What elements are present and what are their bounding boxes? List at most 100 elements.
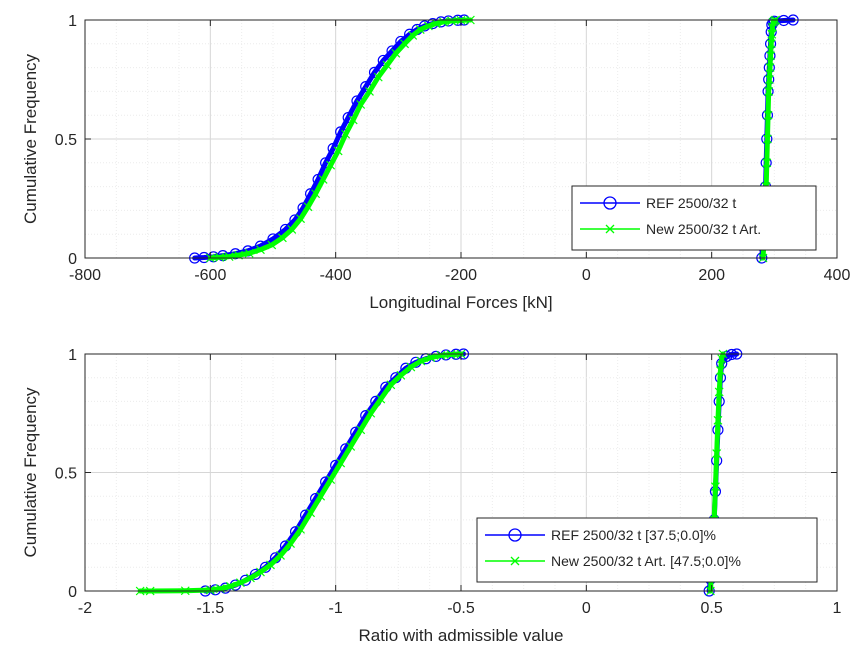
data-point [346, 442, 356, 451]
data-point [762, 158, 772, 168]
x-axis-label: Longitudinal Forces [kN] [369, 293, 552, 312]
data-point [765, 63, 775, 73]
data-point [246, 573, 255, 583]
y-axis-label: Cumulative Frequency [21, 53, 40, 224]
data-point [764, 75, 774, 84]
x-axis-label: Ratio with admissible value [358, 626, 563, 645]
data-point [713, 415, 723, 425]
data-point [767, 29, 777, 39]
data-point [382, 60, 392, 70]
data-point [215, 252, 225, 262]
data-point [356, 425, 366, 435]
legend-box [476, 517, 818, 583]
data-point [766, 39, 776, 49]
data-point [348, 115, 358, 125]
data-point [406, 362, 416, 372]
chart-1: -800 -600 -400 -200 0 200 400 0 0.5 1 Longitudinal… [21, 13, 850, 312]
y-tick-label: 0.5 [55, 466, 77, 483]
data-point [225, 581, 235, 591]
data-point [416, 356, 426, 366]
data-point [408, 31, 418, 40]
x-tick-label: -600 [194, 267, 226, 284]
x-tick-label: 0 [582, 267, 591, 284]
data-point [763, 134, 772, 144]
data-point [336, 458, 346, 468]
data-point [447, 16, 457, 26]
data-point [766, 51, 775, 61]
data-point [326, 475, 336, 485]
data-point [276, 551, 285, 560]
data-point [373, 72, 383, 82]
data-point [376, 394, 386, 404]
legend-marker [510, 556, 520, 566]
legend-label: REF 2500/32 t [37.5;0.0]% [551, 527, 716, 543]
data-point [365, 86, 374, 96]
y-tick-label: 0 [68, 251, 77, 268]
data-point [224, 252, 234, 261]
data-point [318, 175, 328, 184]
data-point [400, 39, 410, 49]
data-point [415, 25, 425, 34]
data-point [287, 225, 297, 234]
y-tick-label: 1 [68, 347, 77, 364]
data-point [764, 86, 774, 96]
legend-marker [508, 528, 522, 542]
data-point [333, 146, 343, 156]
legend-label: New 2500/32 t Art. [646, 221, 761, 237]
y-tick-label: 0.5 [55, 132, 77, 149]
data-point [266, 560, 275, 570]
data-point [423, 21, 433, 31]
data-point [712, 449, 722, 458]
data-point [763, 110, 773, 120]
data-point [391, 48, 401, 58]
data-point [356, 100, 366, 109]
x-tick-label: -2 [78, 600, 92, 617]
data-point [316, 491, 326, 501]
data-point [396, 370, 406, 380]
data-point [386, 380, 396, 390]
data-point [716, 366, 725, 376]
x-tick-label: 0 [582, 600, 591, 617]
y-tick-label: 1 [68, 13, 77, 30]
data-point [341, 129, 351, 139]
x-tick-label: 200 [698, 267, 725, 284]
chart-2: -2 -1.5 -1 -0.5 0 0.5 1 0 0.5 1 Ratio with admissi… [21, 347, 842, 645]
legend-marker [605, 224, 615, 234]
x-tick-label: -1 [329, 600, 343, 617]
legend-label: New 2500/32 t Art. [47.5;0.0]% [551, 553, 741, 569]
data-point [711, 482, 720, 492]
legend-box [571, 185, 817, 251]
x-tick-label: 1 [833, 600, 842, 617]
legend: REF 2500/32 t [37.5;0.0]% New 2500/32 t A… [476, 517, 818, 583]
y-axis-label: Cumulative Frequency [21, 387, 40, 558]
data-point [714, 387, 724, 397]
data-point [431, 19, 441, 28]
data-point [286, 539, 295, 549]
data-point [326, 160, 336, 170]
x-tick-label: -0.5 [447, 600, 475, 617]
data-point [303, 202, 313, 212]
data-point [256, 567, 265, 577]
data-point [306, 508, 316, 518]
x-tick-label: -200 [445, 267, 477, 284]
data-point [366, 408, 376, 418]
data-point [296, 214, 305, 224]
data-point [311, 189, 321, 199]
data-point [235, 578, 245, 588]
y-tick-label: 0 [68, 584, 77, 601]
series-2 [205, 15, 781, 263]
data-point [296, 524, 305, 534]
x-tick-label: -400 [320, 267, 352, 284]
x-tick-label: -800 [69, 267, 101, 284]
legend-label: REF 2500/32 t [646, 195, 736, 211]
legend: REF 2500/32 t New 2500/32 t Art. [571, 185, 817, 251]
data-point [426, 353, 436, 362]
data-point [277, 233, 287, 243]
data-point [436, 350, 446, 360]
x-tick-label: 0.5 [701, 600, 723, 617]
data-point [256, 245, 265, 255]
data-point [439, 17, 448, 27]
data-point [267, 240, 277, 250]
legend-marker [603, 196, 617, 210]
